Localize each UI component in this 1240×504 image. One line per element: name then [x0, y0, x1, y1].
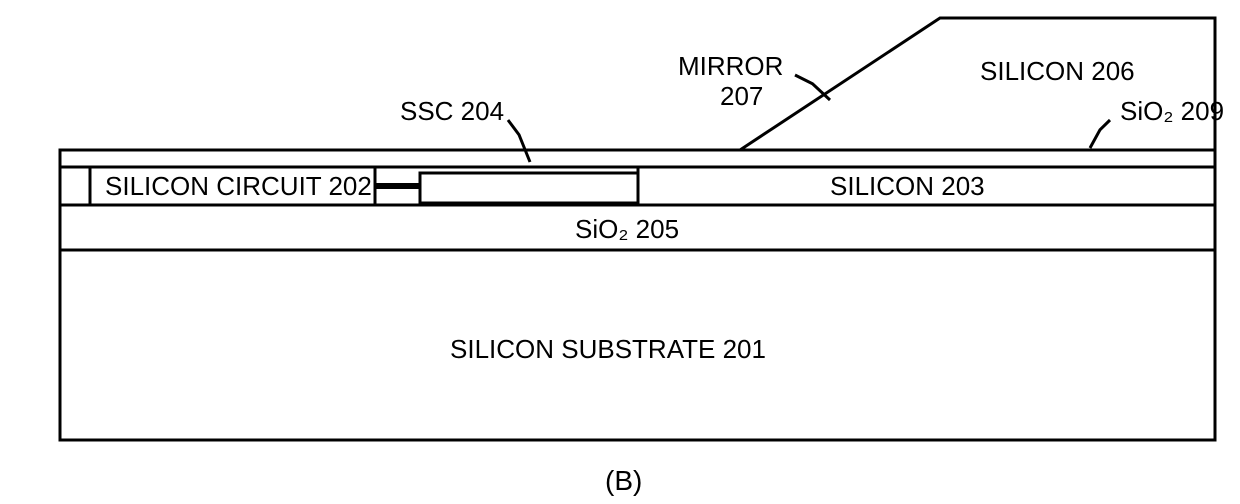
label-silicon-203: SILICON 203: [830, 171, 985, 201]
label-silicon-206: SILICON 206: [980, 56, 1135, 86]
label-ssc-204: SSC 204: [400, 96, 504, 126]
cross-section-diagram: SILICON SUBSTRATE 201 SiO₂ 205 SILICON CIR…: [0, 0, 1240, 504]
label-sio2-205: SiO₂ 205: [575, 214, 679, 244]
device-row-left-spacer: [60, 167, 90, 205]
callout-tick-mirror207: [795, 75, 830, 100]
subfigure-label: (B): [605, 465, 642, 496]
label-mirror-207-text: MIRROR: [678, 51, 783, 81]
label-silicon-circuit-202: SILICON CIRCUIT 202: [105, 171, 372, 201]
label-sio2-209: SiO₂ 209: [1120, 96, 1224, 126]
label-mirror-207-num: 207: [720, 81, 763, 111]
label-substrate-201: SILICON SUBSTRATE 201: [450, 334, 766, 364]
layer-sio2-209: [60, 150, 1215, 167]
callout-tick-sio2-209: [1090, 120, 1110, 148]
callout-tick-ssc204: [508, 120, 530, 162]
ssc-204-taper: [420, 173, 638, 203]
